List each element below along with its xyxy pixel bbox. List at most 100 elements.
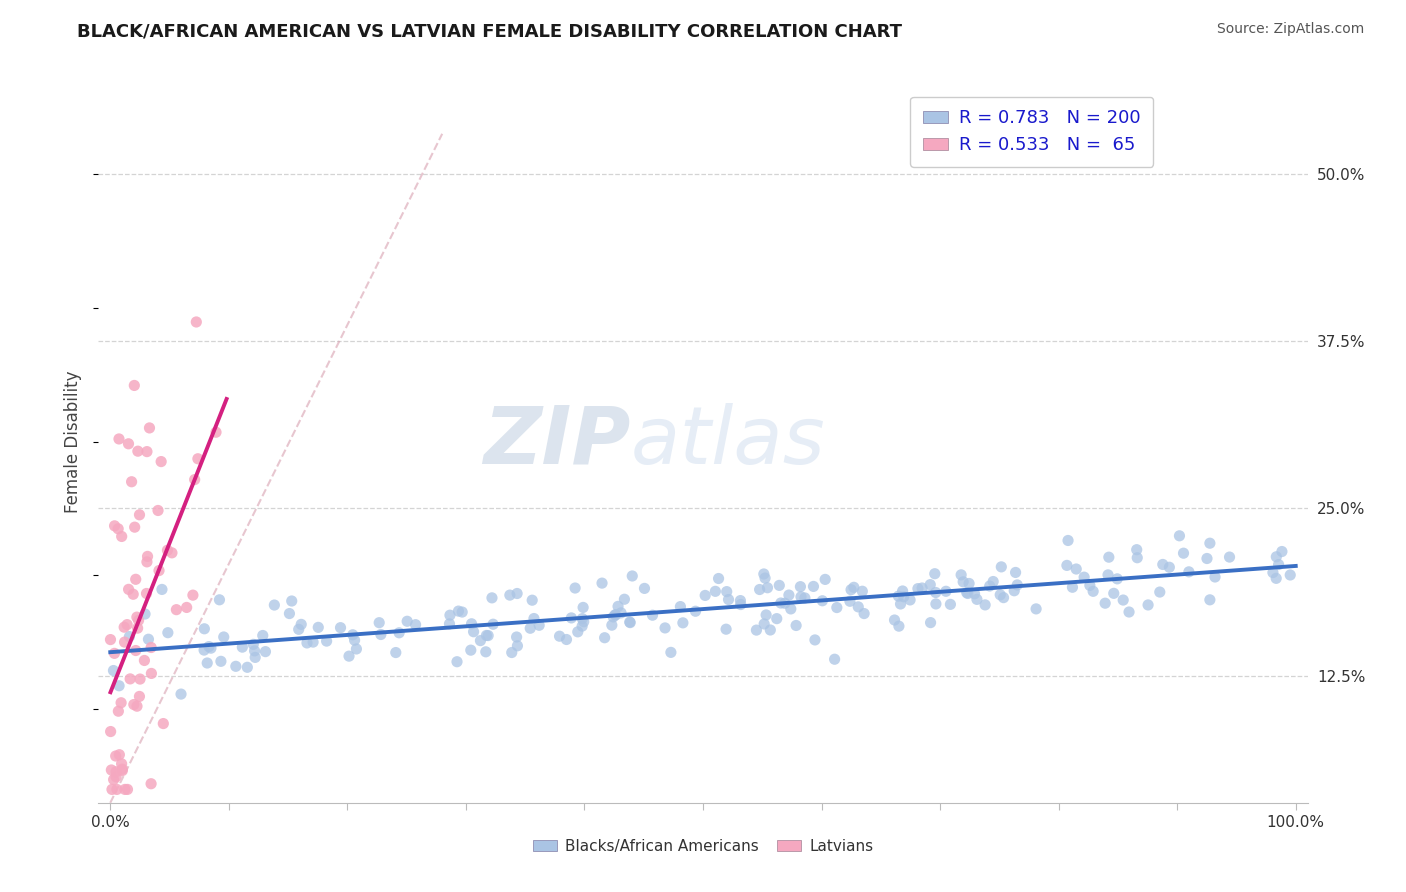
Point bbox=[695, 589, 717, 603]
Point bbox=[548, 629, 571, 643]
Point bbox=[759, 623, 782, 637]
Point bbox=[208, 592, 231, 607]
Point bbox=[842, 580, 865, 594]
Point bbox=[519, 621, 541, 635]
Point bbox=[127, 444, 149, 458]
Point bbox=[254, 645, 277, 659]
Point bbox=[572, 615, 595, 629]
Point bbox=[108, 432, 131, 446]
Point bbox=[138, 421, 160, 435]
Point bbox=[1078, 578, 1101, 592]
Point bbox=[368, 615, 391, 630]
Point bbox=[619, 615, 641, 629]
Point bbox=[337, 649, 360, 664]
Point bbox=[170, 687, 193, 701]
Point bbox=[602, 610, 624, 624]
Point bbox=[714, 622, 737, 636]
Point bbox=[1199, 592, 1222, 607]
Point bbox=[460, 643, 482, 657]
Point bbox=[1073, 570, 1095, 584]
Point bbox=[146, 503, 169, 517]
Point bbox=[1168, 529, 1191, 543]
Point bbox=[853, 607, 876, 621]
Point bbox=[117, 582, 139, 597]
Point bbox=[139, 777, 162, 791]
Point bbox=[396, 614, 419, 628]
Point bbox=[114, 635, 136, 649]
Point bbox=[891, 584, 914, 599]
Point bbox=[1098, 550, 1121, 565]
Point bbox=[748, 582, 770, 597]
Point bbox=[280, 594, 302, 608]
Point bbox=[342, 628, 364, 642]
Point bbox=[1178, 565, 1201, 579]
Point bbox=[108, 747, 131, 762]
Point bbox=[572, 600, 595, 615]
Point bbox=[100, 724, 122, 739]
Point bbox=[195, 656, 218, 670]
Point bbox=[212, 630, 235, 644]
Point bbox=[633, 582, 655, 596]
Point bbox=[1025, 602, 1047, 616]
Point bbox=[117, 782, 139, 797]
Point bbox=[439, 616, 461, 631]
Point bbox=[952, 574, 974, 589]
Point bbox=[887, 589, 910, 603]
Point bbox=[889, 597, 911, 611]
Point bbox=[920, 615, 942, 630]
Point bbox=[100, 632, 122, 647]
Point bbox=[993, 591, 1015, 605]
Point bbox=[134, 607, 156, 621]
Point bbox=[128, 614, 150, 628]
Point bbox=[129, 672, 152, 686]
Point bbox=[263, 598, 285, 612]
Point bbox=[839, 594, 862, 608]
Point bbox=[225, 659, 247, 673]
Point bbox=[124, 378, 146, 392]
Point bbox=[1265, 549, 1288, 564]
Point bbox=[1199, 536, 1222, 550]
Point bbox=[981, 574, 1004, 589]
Point bbox=[790, 590, 813, 604]
Point bbox=[1137, 598, 1160, 612]
Point bbox=[610, 606, 633, 620]
Point bbox=[621, 569, 644, 583]
Point bbox=[122, 587, 145, 601]
Point bbox=[669, 599, 692, 614]
Point bbox=[704, 584, 727, 599]
Point bbox=[141, 666, 163, 681]
Point bbox=[1271, 544, 1294, 558]
Point bbox=[501, 646, 523, 660]
Point bbox=[773, 596, 796, 610]
Point bbox=[730, 598, 752, 612]
Text: BLACK/AFRICAN AMERICAN VS LATVIAN FEMALE DISABILITY CORRELATION CHART: BLACK/AFRICAN AMERICAN VS LATVIAN FEMALE… bbox=[77, 22, 903, 40]
Legend: Blacks/African Americans, Latvians: Blacks/African Americans, Latvians bbox=[527, 833, 879, 860]
Point bbox=[111, 762, 134, 776]
Point bbox=[205, 425, 228, 440]
Point bbox=[1125, 542, 1147, 557]
Point bbox=[979, 579, 1001, 593]
Point bbox=[505, 630, 527, 644]
Point bbox=[150, 582, 173, 597]
Point bbox=[1267, 558, 1289, 572]
Point bbox=[150, 454, 173, 468]
Point bbox=[957, 576, 980, 591]
Point bbox=[907, 582, 929, 596]
Point bbox=[1062, 580, 1084, 594]
Point bbox=[605, 607, 627, 622]
Text: Source: ZipAtlas.com: Source: ZipAtlas.com bbox=[1216, 22, 1364, 37]
Point bbox=[527, 618, 550, 632]
Point bbox=[803, 579, 825, 593]
Point bbox=[1094, 596, 1116, 610]
Point bbox=[156, 625, 179, 640]
Point bbox=[477, 629, 499, 643]
Point bbox=[124, 520, 146, 534]
Point bbox=[506, 586, 529, 600]
Point bbox=[1081, 584, 1104, 599]
Point bbox=[920, 577, 942, 591]
Point bbox=[811, 594, 834, 608]
Point bbox=[290, 617, 312, 632]
Point bbox=[243, 644, 266, 658]
Point bbox=[307, 620, 329, 634]
Point bbox=[278, 607, 301, 621]
